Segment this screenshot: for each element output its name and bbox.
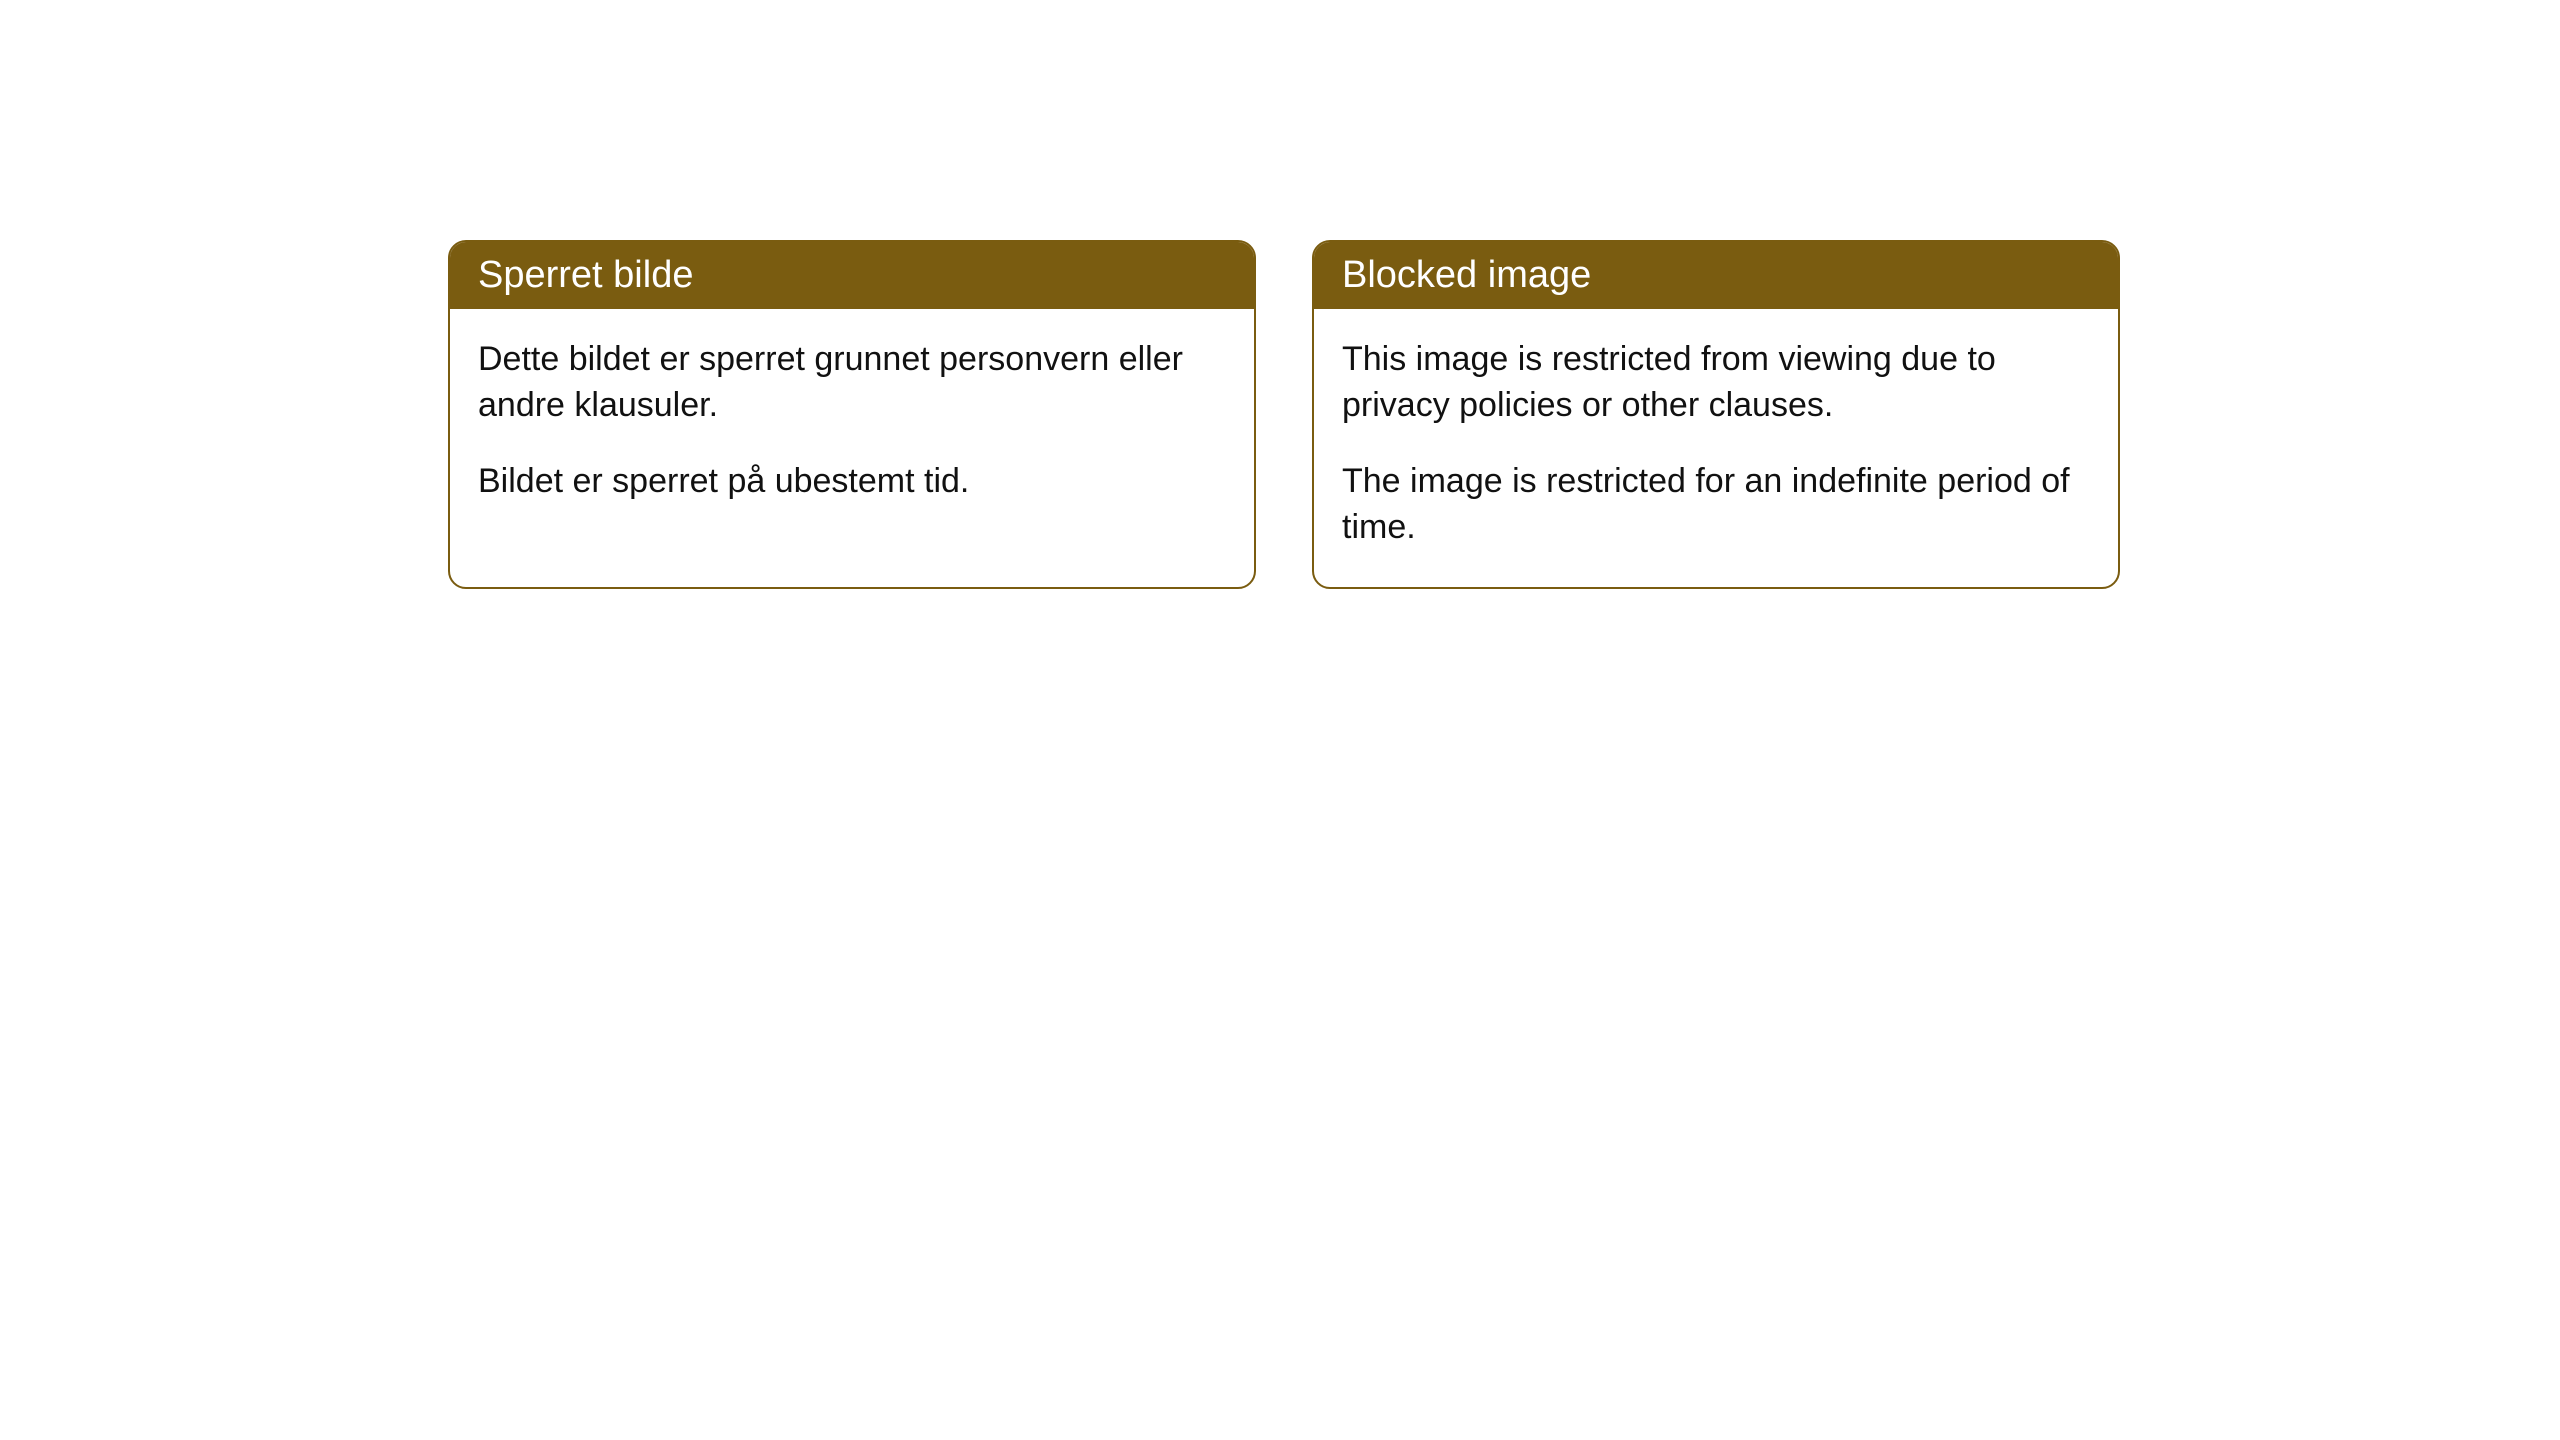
card-title: Blocked image: [1342, 254, 1591, 296]
blocked-image-card-english: Blocked image This image is restricted f…: [1312, 240, 2120, 589]
card-paragraph: This image is restricted from viewing du…: [1342, 337, 2090, 429]
card-body: This image is restricted from viewing du…: [1314, 309, 2118, 587]
card-title: Sperret bilde: [478, 254, 693, 296]
card-paragraph: Dette bildet er sperret grunnet personve…: [478, 337, 1226, 429]
card-paragraph: Bildet er sperret på ubestemt tid.: [478, 459, 1226, 505]
blocked-image-card-norwegian: Sperret bilde Dette bildet er sperret gr…: [448, 240, 1256, 589]
card-paragraph: The image is restricted for an indefinit…: [1342, 459, 2090, 551]
card-body: Dette bildet er sperret grunnet personve…: [450, 309, 1254, 541]
notice-cards-container: Sperret bilde Dette bildet er sperret gr…: [448, 240, 2560, 589]
card-header: Sperret bilde: [450, 242, 1254, 309]
card-header: Blocked image: [1314, 242, 2118, 309]
